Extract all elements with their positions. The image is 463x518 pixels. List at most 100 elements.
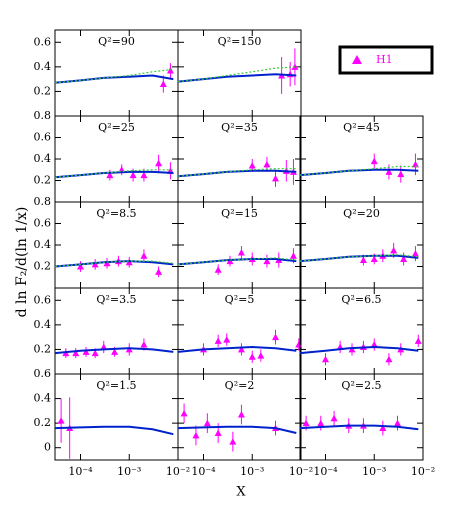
y-tick-label: 0.6 — [34, 217, 52, 230]
panel-title: Q²=6.5 — [341, 293, 381, 306]
x-tick-label: 10⁻² — [411, 465, 435, 478]
data-point — [414, 337, 422, 344]
data-point — [394, 419, 402, 427]
data-point — [295, 341, 303, 348]
data-point — [370, 157, 378, 165]
y-axis-label: d ln F₂/d(ln 1/x) — [14, 207, 30, 318]
panel-frame — [177, 373, 302, 461]
data-point — [379, 424, 387, 432]
y-tick-label: 0.6 — [34, 293, 52, 306]
data-point — [91, 260, 99, 268]
data-point — [330, 414, 338, 422]
data-point — [57, 417, 65, 424]
data-point — [229, 438, 237, 445]
data-point — [248, 353, 256, 360]
y-tick-label: 0.2 — [34, 260, 52, 273]
model-curve — [54, 347, 174, 355]
model-curve-dotted — [177, 66, 297, 83]
data-point — [76, 263, 84, 270]
data-point — [263, 160, 271, 168]
data-point — [302, 419, 310, 427]
data-point — [180, 409, 188, 417]
y-tick-label: 0.4 — [34, 152, 52, 165]
data-point — [140, 252, 148, 259]
y-tick-label: 0.6 — [34, 367, 52, 380]
y-tick-label: 0.2 — [34, 416, 52, 429]
model-curve-dotted — [299, 254, 419, 262]
model-curve — [54, 170, 174, 179]
model-curve-dotted — [54, 169, 174, 178]
legend-box — [338, 45, 434, 75]
data-point — [272, 174, 280, 182]
data-point — [359, 256, 367, 264]
data-point — [192, 431, 200, 439]
y-tick-label: 0.4 — [34, 318, 52, 331]
data-point — [214, 429, 222, 436]
panel-title: Q²=15 — [221, 207, 258, 220]
panel-title: Q²=90 — [98, 35, 135, 48]
data-point — [411, 250, 419, 257]
legend-marker — [352, 55, 362, 64]
data-point — [214, 266, 222, 273]
data-point — [272, 333, 280, 341]
model-curve — [177, 425, 297, 434]
model-curve — [299, 254, 419, 263]
x-tick-label: 10⁻³ — [362, 465, 386, 478]
model-curve-dotted — [54, 260, 174, 268]
data-point — [72, 349, 80, 357]
data-point — [370, 341, 378, 348]
data-point — [91, 349, 99, 357]
data-point — [82, 348, 90, 355]
panel-title: Q²=2.5 — [341, 379, 381, 392]
y-tick-label: 0.2 — [34, 342, 52, 355]
y-tick-label: 0.8 — [34, 195, 52, 208]
panel-title: Q²=8.5 — [96, 207, 136, 220]
panel-title: Q²=35 — [221, 121, 258, 134]
y-tick-label: 0.4 — [34, 238, 52, 251]
data-point — [223, 336, 231, 343]
x-tick-label: 10⁻² — [166, 465, 190, 478]
x-tick-label: 10⁻³ — [117, 465, 141, 478]
data-point — [111, 348, 119, 355]
x-tick-label: 10⁻⁴ — [313, 465, 338, 478]
data-point — [400, 255, 408, 262]
panel-title: Q²=1.5 — [96, 379, 136, 392]
x-tick-label: 10⁻⁴ — [68, 465, 93, 478]
model-curve-dotted — [54, 68, 174, 84]
model-curve-dotted — [177, 168, 297, 177]
panel-title: Q²=5 — [225, 293, 255, 306]
data-point — [289, 252, 297, 259]
panel-title: Q²=2 — [225, 379, 255, 392]
data-point — [397, 170, 405, 178]
y-tick-label: 0.6 — [34, 131, 52, 144]
x-tick-label: 10⁻³ — [240, 465, 264, 478]
data-point — [385, 168, 393, 175]
data-point — [390, 246, 398, 254]
model-curve-dotted — [177, 257, 297, 265]
panel-title: Q²=3.5 — [96, 293, 136, 306]
panel-frame — [299, 373, 424, 461]
data-point — [106, 171, 114, 179]
data-point — [237, 345, 245, 353]
panel-title: Q²=150 — [218, 35, 262, 48]
data-point — [248, 161, 256, 169]
model-curve-dotted — [299, 165, 419, 176]
panel-title: Q²=45 — [343, 121, 380, 134]
data-point — [129, 171, 137, 179]
y-tick-label: 0.4 — [34, 392, 52, 405]
y-tick-label: 0.4 — [34, 60, 52, 73]
x-tick-label: 10⁻⁴ — [191, 465, 216, 478]
y-tick-label: 0.6 — [34, 35, 52, 48]
model-curve — [177, 345, 297, 353]
data-point — [140, 341, 148, 348]
model-curve — [299, 424, 419, 431]
data-point — [203, 419, 211, 427]
data-point — [155, 159, 163, 167]
data-point — [263, 257, 271, 265]
data-point — [317, 419, 325, 427]
model-curve — [54, 425, 174, 436]
data-point — [411, 160, 419, 168]
data-point — [385, 355, 393, 363]
data-point — [140, 171, 148, 179]
